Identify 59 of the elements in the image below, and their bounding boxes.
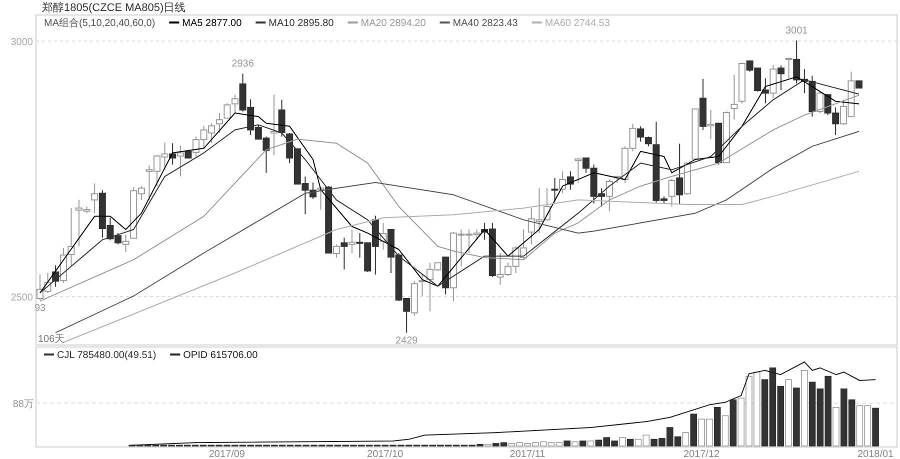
x-tick-label: 2017/11 [510, 449, 546, 459]
candlestick [176, 145, 184, 177]
candlestick [232, 94, 238, 114]
bar [619, 437, 626, 446]
legend-label: MA60 2744.53 [544, 18, 610, 29]
bar [572, 441, 578, 446]
annotation: 2429 [395, 336, 418, 347]
y-tick-label: 3000 [10, 37, 34, 48]
chart-title: 郑醇1805(CZCE MA805)日线 [42, 1, 186, 14]
bar [832, 406, 840, 446]
candlestick [216, 112, 223, 134]
candlestick [348, 229, 356, 254]
legend-label: MA5 2877.00 [182, 18, 242, 29]
candlestick [676, 143, 684, 205]
candlestick [606, 178, 613, 212]
bar [714, 406, 721, 446]
legend-label: CJL 785480.00(49.51) [57, 350, 156, 361]
bar [730, 399, 737, 446]
candlestick [778, 65, 784, 91]
annotation: 2936 [232, 58, 254, 70]
candlestick [332, 244, 340, 258]
candlestick [551, 177, 558, 202]
x-tick-label: 2018/01 [857, 449, 894, 459]
legend-label: MA10 2895.80 [268, 18, 334, 29]
legend-title: MA组合(5,10,20,40,60,0) [44, 17, 156, 29]
bar [785, 379, 792, 446]
candlestick [278, 99, 286, 138]
candlestick [91, 183, 98, 214]
bar [800, 370, 808, 446]
bar [579, 440, 586, 446]
candlestick [668, 178, 676, 208]
bar [682, 432, 690, 446]
candlestick [785, 57, 792, 79]
candlestick [122, 234, 130, 253]
line-series [55, 130, 860, 334]
x-tick-label: 2017/09 [208, 449, 246, 459]
candlestick [340, 237, 348, 270]
annotation: 106天 [38, 334, 65, 345]
legend-label: MA20 2894.20 [360, 18, 426, 29]
y-tick-label: 2500 [10, 292, 34, 304]
candlestick [224, 102, 231, 119]
bar [690, 414, 698, 446]
x-tick-label: 2017/10 [367, 449, 404, 459]
bar [564, 440, 570, 446]
candlestick [730, 74, 738, 120]
candlestick [574, 158, 582, 184]
annotation: 93 [34, 303, 46, 314]
x-tick-label: 2017/12 [683, 449, 720, 459]
legend-label: OPID 615706.00 [183, 350, 258, 361]
bar [626, 438, 634, 446]
legend-label: MA40 2823.43 [452, 18, 518, 29]
bar [872, 408, 879, 446]
annotation: 3001 [785, 26, 808, 36]
bar [587, 440, 594, 446]
candlestick [707, 109, 714, 140]
ref-line-label: 88万 [12, 399, 34, 410]
line-series [62, 170, 860, 343]
bar [722, 415, 729, 446]
bar [793, 388, 800, 446]
